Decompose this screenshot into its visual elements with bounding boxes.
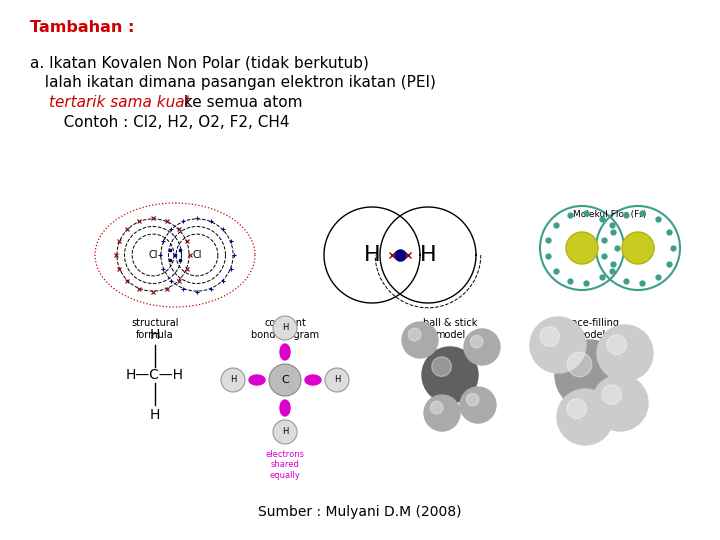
Circle shape (540, 327, 559, 346)
Circle shape (402, 322, 438, 358)
Circle shape (597, 325, 653, 381)
Text: structural
formula: structural formula (131, 318, 179, 340)
Circle shape (467, 393, 479, 406)
Text: H: H (364, 245, 380, 265)
Text: H: H (282, 323, 288, 333)
Circle shape (607, 335, 626, 354)
Ellipse shape (305, 375, 321, 385)
Text: covalent
bond diagram: covalent bond diagram (251, 318, 319, 340)
Text: Molekul Flor (F₂): Molekul Flor (F₂) (573, 210, 647, 219)
Circle shape (422, 347, 478, 403)
Text: Sumber : Mulyani D.M (2008): Sumber : Mulyani D.M (2008) (258, 505, 462, 519)
Text: H: H (282, 428, 288, 436)
Text: space-filling
model: space-filling model (560, 318, 619, 340)
Text: Ialah ikatan dimana pasangan elektron ikatan (PEI): Ialah ikatan dimana pasangan elektron ik… (30, 75, 436, 90)
Text: a. Ikatan Kovalen Non Polar (tidak berkutub): a. Ikatan Kovalen Non Polar (tidak berku… (30, 55, 369, 70)
Text: Cl: Cl (192, 250, 202, 260)
Text: ball & stick
model: ball & stick model (423, 318, 477, 340)
Circle shape (432, 357, 451, 376)
Text: Cl: Cl (148, 250, 158, 260)
Circle shape (431, 401, 443, 414)
Text: H: H (420, 245, 436, 265)
Text: Contoh : Cl2, H2, O2, F2, CH4: Contoh : Cl2, H2, O2, F2, CH4 (49, 115, 289, 130)
Circle shape (567, 352, 592, 377)
Text: H: H (150, 328, 160, 342)
Circle shape (325, 368, 349, 392)
Text: Tambahan :: Tambahan : (30, 20, 135, 35)
Text: C: C (281, 375, 289, 385)
Circle shape (424, 395, 460, 431)
Circle shape (221, 368, 245, 392)
Circle shape (464, 329, 500, 365)
Ellipse shape (280, 344, 290, 360)
Circle shape (592, 375, 648, 431)
Text: H: H (230, 375, 236, 384)
Ellipse shape (249, 375, 265, 385)
Text: H—C—H: H—C—H (126, 368, 184, 382)
Circle shape (460, 387, 496, 423)
Polygon shape (622, 232, 654, 264)
Circle shape (530, 317, 586, 373)
Circle shape (557, 389, 613, 445)
Polygon shape (566, 232, 598, 264)
Ellipse shape (280, 400, 290, 416)
Text: H: H (150, 408, 160, 422)
Circle shape (555, 340, 625, 410)
Circle shape (408, 328, 421, 341)
Circle shape (470, 335, 483, 348)
Circle shape (273, 420, 297, 444)
Circle shape (273, 316, 297, 340)
Circle shape (602, 385, 621, 404)
Circle shape (567, 399, 586, 418)
Circle shape (269, 364, 301, 396)
Text: tertarik sama kuat: tertarik sama kuat (49, 95, 191, 110)
Text: ke semua atom: ke semua atom (179, 95, 302, 110)
Text: electrons
shared
equally: electrons shared equally (266, 450, 305, 480)
Text: H: H (334, 375, 340, 384)
